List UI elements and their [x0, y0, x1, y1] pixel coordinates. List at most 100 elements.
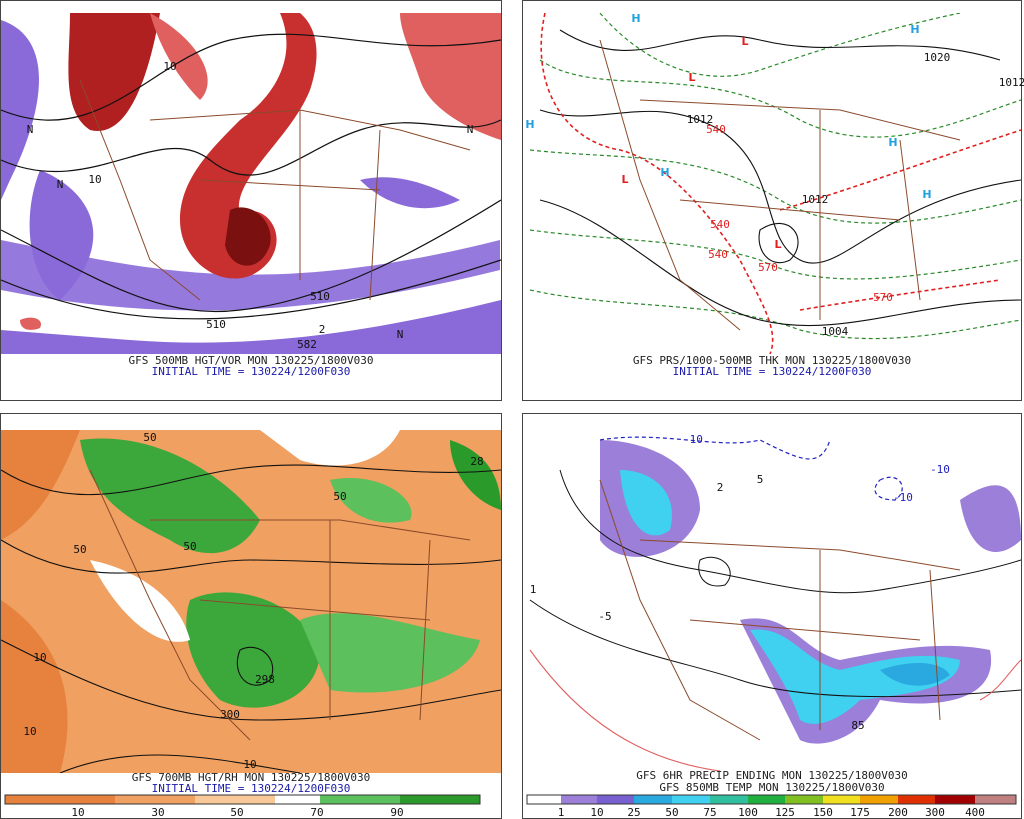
map-label: L [774, 238, 781, 251]
map-label: 1012 [999, 76, 1024, 89]
map-precip [523, 430, 1021, 771]
map-label: 5 [757, 473, 764, 486]
map-label: L [688, 71, 695, 84]
map-label: 540 [710, 218, 730, 231]
map-label: 10 [33, 651, 46, 664]
map-label: 50 [333, 490, 346, 503]
colorbar-segment [823, 795, 860, 804]
initial-time: INITIAL TIME = 130224/1200F030 [152, 365, 351, 378]
map-label: 10 [163, 60, 176, 73]
map-pressure [523, 13, 1021, 354]
colorbar-label: 400 [965, 806, 985, 819]
colorbar-segment [975, 795, 1016, 804]
map-label: 540 [706, 123, 726, 136]
map-label: 582 [297, 338, 317, 351]
colorbar-segment [597, 795, 634, 804]
map-label: N [397, 328, 404, 341]
colorbar-label: 30 [151, 806, 164, 819]
map-label: 10 [243, 758, 256, 771]
map-700mb [1, 430, 501, 773]
colorbar-label: 125 [775, 806, 795, 819]
colorbar-segment [785, 795, 823, 804]
colorbar-label: 75 [703, 806, 716, 819]
map-label: 540 [708, 248, 728, 261]
map-label: H [660, 166, 669, 179]
map-label: 50 [143, 431, 156, 444]
map-label: 10 [88, 173, 101, 186]
map-label: 28 [470, 455, 483, 468]
colorbar-segment [748, 795, 785, 804]
map-label: 510 [206, 318, 226, 331]
map-label: -5 [598, 610, 611, 623]
map-label: 1 [530, 583, 537, 596]
map-label: 2 [319, 323, 326, 336]
colorbar-label: 175 [850, 806, 870, 819]
map-label: H [631, 12, 640, 25]
map-label: 300 [220, 708, 240, 721]
map-label: H [525, 118, 534, 131]
colorbar-label: 1 [558, 806, 565, 819]
caption: GFS PRS/1000-500MB THK MON 130225/1800V0… [633, 354, 911, 367]
colorbar-label: 25 [627, 806, 640, 819]
colorbar-label: 100 [738, 806, 758, 819]
map-label: 510 [310, 290, 330, 303]
map-label: -10 [683, 433, 703, 446]
map-label: N [467, 123, 474, 136]
map-label: L [621, 173, 628, 186]
colorbar-segment [561, 795, 597, 804]
colorbar-label: 70 [310, 806, 323, 819]
map-label: H [910, 23, 919, 36]
map-label: 50 [73, 543, 86, 556]
colorbar-segment [935, 795, 975, 804]
colorbar-segment [634, 795, 672, 804]
colorbar-segment [320, 795, 400, 804]
colorbar-frame [526, 794, 1017, 805]
colorbar-segment [860, 795, 898, 804]
map-500mb [1, 13, 501, 354]
map-label: L [741, 35, 748, 48]
map-label: 50 [183, 540, 196, 553]
caption: GFS 6HR PRECIP ENDING MON 130225/1800V03… [636, 769, 908, 782]
map-label: 570 [873, 291, 893, 304]
colorbar-label: 90 [390, 806, 403, 819]
colorbar-segment [898, 795, 935, 804]
colorbar-segment [115, 795, 195, 804]
map-label: 1012 [687, 113, 714, 126]
initial-time: INITIAL TIME = 130224/1200F030 [673, 365, 872, 378]
map-label: N [57, 178, 64, 191]
colorbar-segment [195, 795, 275, 804]
map-label: N [27, 123, 34, 136]
colorbar-label: 50 [230, 806, 243, 819]
colorbar-label: 10 [71, 806, 84, 819]
map-label: H [922, 188, 931, 201]
colorbar-label: 50 [665, 806, 678, 819]
colorbar-segment [527, 795, 561, 804]
map-label: -10 [930, 463, 950, 476]
map-label: 1020 [924, 51, 951, 64]
colorbar-label: 300 [925, 806, 945, 819]
map-label: 1012 [802, 193, 829, 206]
map-labels: NNN10105105105822NHHHHHHLLLL102010121012… [23, 12, 1024, 771]
caption: GFS 700MB HGT/RH MON 130225/1800V030 [132, 771, 370, 784]
colorbar-segment [400, 795, 480, 804]
map-label: 2 [717, 481, 724, 494]
colorbar-segment [5, 795, 115, 804]
colorbars: 10 30 50 70 90 1 10 25 50 75 100 125 150 175 200 300 400 [4, 794, 1017, 819]
colorbar-segment [275, 795, 320, 804]
map-label: 298 [255, 673, 275, 686]
colorbar-label: 150 [813, 806, 833, 819]
map-label: 1004 [822, 325, 849, 338]
colorbar-frame [4, 794, 481, 805]
map-label: 570 [758, 261, 778, 274]
map-label: 85 [851, 719, 864, 732]
caption: GFS 850MB TEMP MON 130225/1800V030 [659, 781, 884, 794]
caption: GFS 500MB HGT/VOR MON 130225/1800V030 [128, 354, 373, 367]
colorbar-segment [672, 795, 710, 804]
initial-time: INITIAL TIME = 130224/1200F030 [152, 782, 351, 795]
colorbar-label: 200 [888, 806, 908, 819]
colorbar-label: 10 [590, 806, 603, 819]
map-label: -10 [893, 491, 913, 504]
colorbar-segment [710, 795, 748, 804]
map-label: 10 [23, 725, 36, 738]
